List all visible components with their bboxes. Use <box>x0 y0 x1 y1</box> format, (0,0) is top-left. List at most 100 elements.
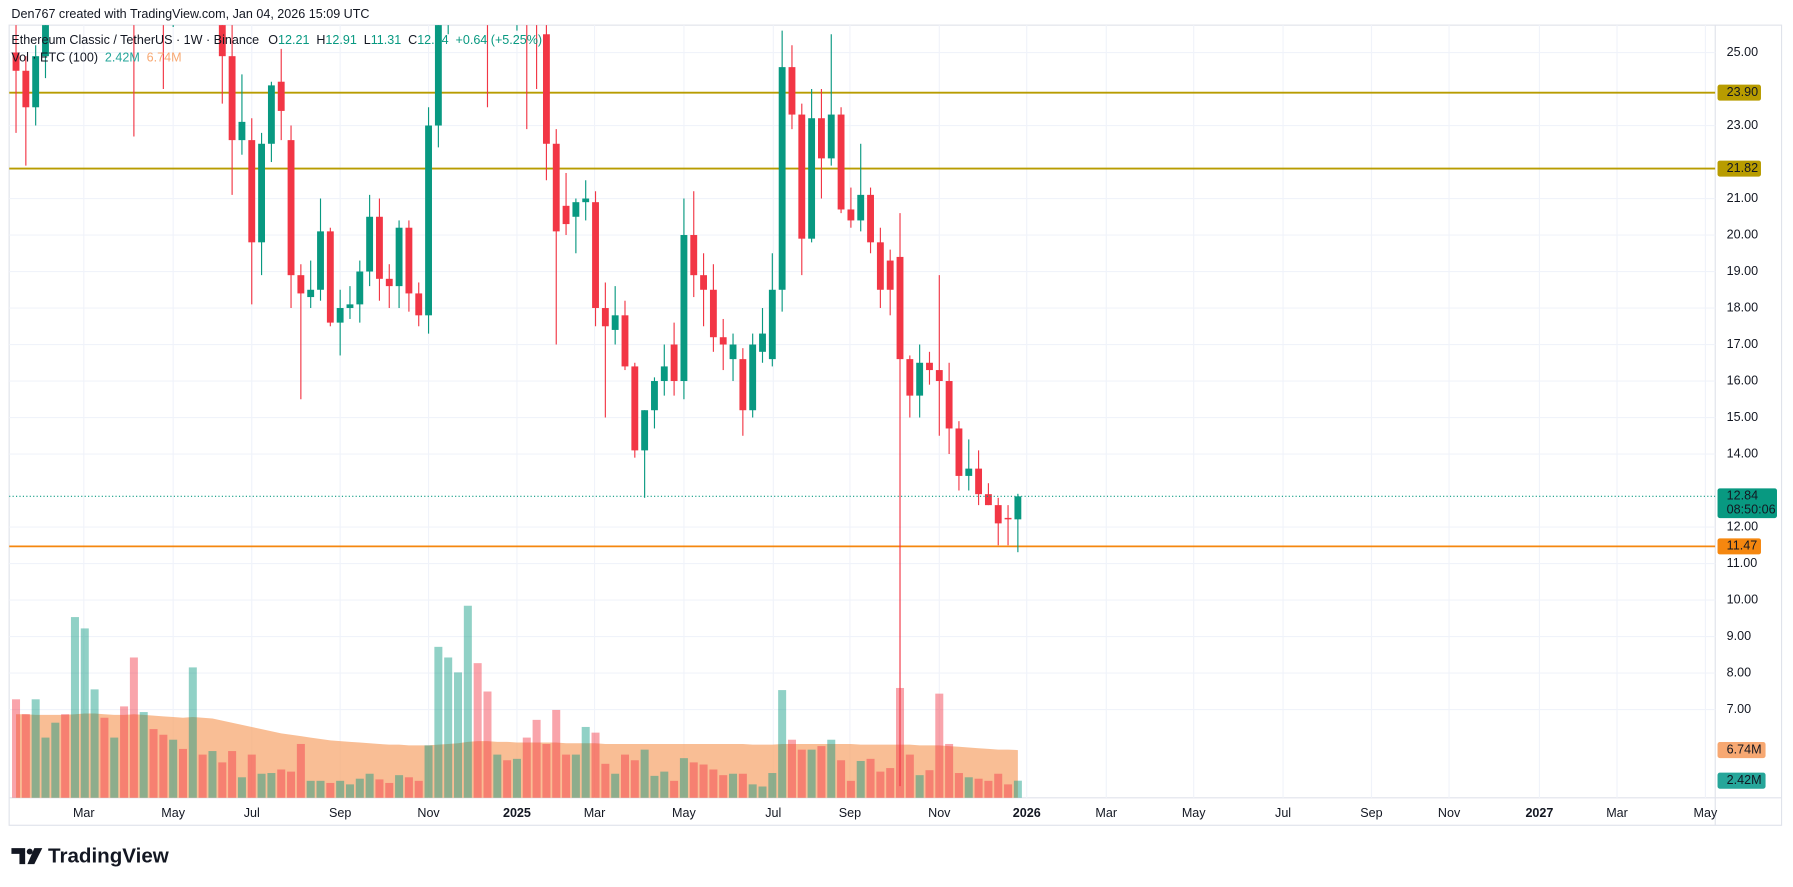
candle-body <box>965 468 973 476</box>
level-label-bg <box>1717 84 1761 101</box>
volume-ma-area <box>16 713 1018 798</box>
candle-body <box>326 231 334 323</box>
candle-body <box>975 468 983 495</box>
volume-bar <box>679 758 688 798</box>
volume-bar <box>355 778 364 798</box>
volume-bar <box>159 734 168 798</box>
candle-body <box>42 25 49 57</box>
volume-bar <box>768 773 777 798</box>
ohlc-letter: O <box>268 33 278 47</box>
volume-bar <box>70 617 79 798</box>
volume-bar <box>473 663 482 798</box>
volume-bar <box>886 768 895 798</box>
volume-bar <box>512 758 521 798</box>
volume-bar <box>984 780 993 798</box>
volume-bar <box>51 722 60 798</box>
volume-bar <box>198 754 207 798</box>
symbol-name: Ethereum Classic / TetherUS · 1W · Binan… <box>11 33 259 47</box>
volume-bar <box>611 773 620 798</box>
ohlc-letter: C <box>408 33 417 47</box>
volume-bar <box>1013 780 1022 798</box>
volume-bar <box>905 754 914 798</box>
frame <box>8 24 1783 826</box>
candle-body <box>778 67 786 290</box>
volume-bar <box>1004 784 1013 798</box>
volume-ma-value: 6.74M <box>147 51 182 65</box>
candle-body <box>22 70 30 108</box>
volume-bar <box>326 782 335 798</box>
change-value: +0.64 (+5.25%) <box>455 33 542 47</box>
volume-bar <box>444 657 453 798</box>
volume-bar <box>31 699 40 798</box>
volume-bar <box>287 771 296 798</box>
volume-bar <box>345 784 354 798</box>
y-tick-label: 12.00 <box>1727 519 1758 533</box>
candle-body <box>1014 496 1022 520</box>
volume-bar <box>503 760 512 798</box>
candle-body <box>552 143 560 232</box>
x-tick-label: Nov <box>417 806 440 820</box>
volume-bar <box>640 749 649 798</box>
candle-body <box>768 289 776 360</box>
candle-body <box>955 428 963 476</box>
candle-body <box>739 359 747 411</box>
volume-bar <box>257 773 266 798</box>
candle-body <box>277 81 285 111</box>
level-label: 23.90 <box>1727 85 1758 99</box>
volume-bar <box>395 775 404 798</box>
candle-body <box>690 235 698 276</box>
y-tick-label: 20.00 <box>1727 227 1758 241</box>
y-tick-label: 15.00 <box>1727 410 1758 424</box>
volume-bar <box>562 754 571 798</box>
y-tick-label: 19.00 <box>1727 264 1758 278</box>
volume-bar <box>954 773 963 798</box>
logo-dot <box>26 848 33 855</box>
level-label: 21.82 <box>1727 161 1758 175</box>
candle-body <box>542 34 550 144</box>
volume-bar <box>267 773 276 798</box>
candle-body <box>346 304 354 309</box>
brand-name: TradingView <box>48 845 170 868</box>
candle-body <box>562 205 570 225</box>
volume-bar <box>827 739 836 798</box>
candle-body <box>798 114 806 239</box>
candle-body <box>670 344 678 382</box>
candle-body <box>994 505 1002 524</box>
volume-bar <box>404 777 413 798</box>
candle-body <box>808 118 816 239</box>
volume-bar <box>748 784 757 798</box>
volume-bar <box>434 646 443 798</box>
volume-bar <box>12 699 21 798</box>
candle-body <box>906 359 914 396</box>
volume-bar <box>699 764 708 798</box>
level-label-bg <box>1717 160 1761 177</box>
y-tick-label: 21.00 <box>1727 191 1758 205</box>
volume-bar <box>994 773 1003 798</box>
candle-body <box>228 56 236 141</box>
x-tick-label: Mar <box>1095 806 1117 820</box>
candle-body <box>886 260 894 290</box>
logo-mark <box>27 848 43 865</box>
y-tick-label: 16.00 <box>1727 373 1758 387</box>
volume-bar <box>247 754 256 798</box>
volume-bar <box>41 737 50 798</box>
volume-bar <box>365 773 374 798</box>
plot-area <box>9 25 1716 798</box>
volume-bar <box>729 773 738 798</box>
volume-bar <box>630 760 639 798</box>
volume-bar <box>552 709 561 798</box>
volume-bar <box>61 714 70 798</box>
candle-body <box>916 362 924 396</box>
candle-body <box>287 140 295 276</box>
x-tick-label: Jul <box>765 806 781 820</box>
volume-bar <box>797 749 806 798</box>
x-tick-label: 2025 <box>503 806 531 820</box>
volume-bar <box>660 771 669 798</box>
x-tick-label: May <box>672 806 696 820</box>
volume-bar <box>493 754 502 798</box>
volume-bar <box>129 657 138 798</box>
candle-body <box>651 381 658 411</box>
volume-bar <box>316 780 325 798</box>
volume-bar <box>120 706 129 798</box>
